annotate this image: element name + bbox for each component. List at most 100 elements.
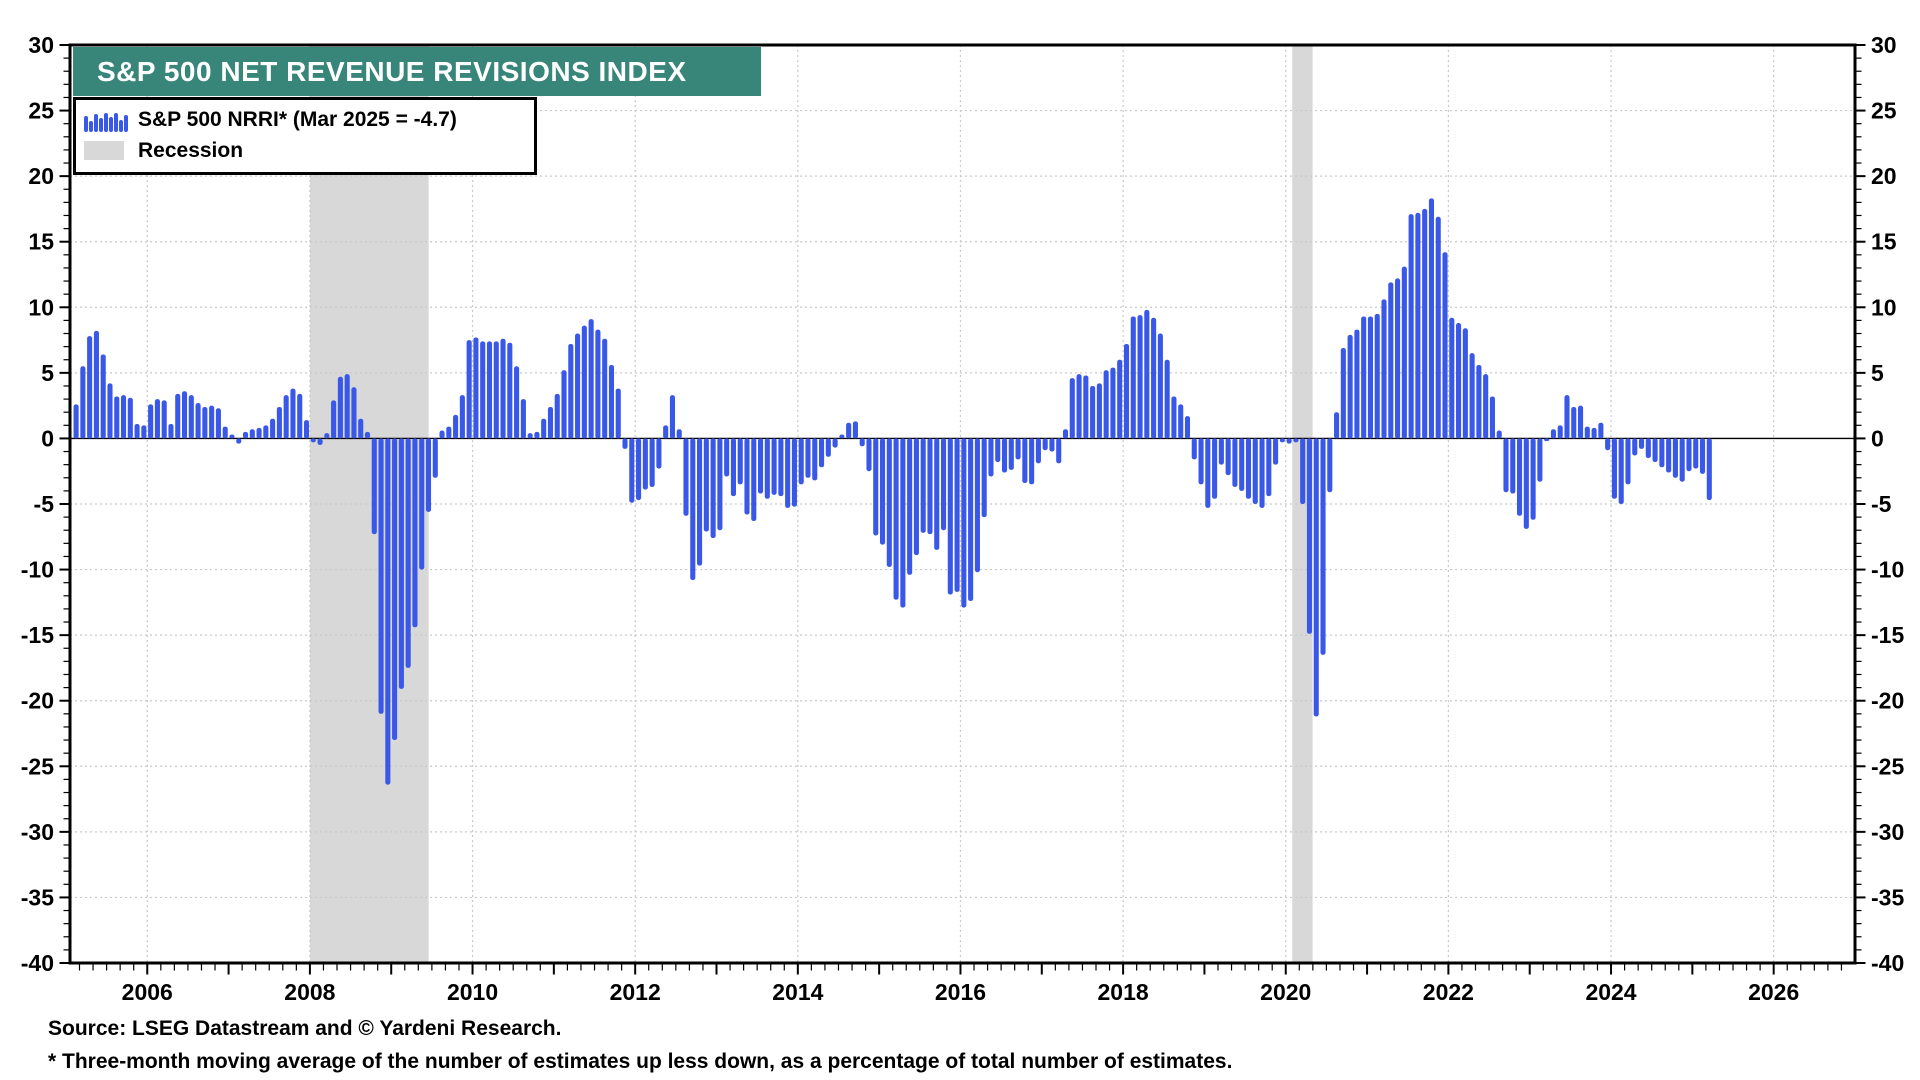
bar [114, 396, 120, 439]
source-line: Source: LSEG Datastream and © Yardeni Re… [48, 1017, 562, 1040]
bar [486, 341, 493, 439]
y-axis-label: 15 [1871, 229, 1897, 255]
bar [1083, 375, 1089, 439]
x-axis-label: 2006 [122, 979, 173, 1005]
recession-band [1292, 45, 1313, 963]
bar [581, 325, 587, 439]
bar [1313, 438, 1319, 717]
bar [324, 433, 330, 439]
bar [602, 338, 608, 439]
bar [392, 438, 398, 741]
y-axis-label: 30 [28, 32, 54, 58]
bar [1388, 282, 1394, 439]
bar [358, 418, 364, 439]
y-axis-label: -40 [21, 950, 54, 976]
y-axis-label: 0 [41, 425, 54, 451]
bar [737, 438, 743, 485]
bar [100, 354, 106, 439]
bar [1035, 438, 1041, 464]
y-axis-label: -20 [1871, 688, 1904, 714]
bar [1225, 438, 1231, 476]
bar [608, 364, 615, 439]
page-title: S&P 500 NET REVENUE REVISIONS INDEX [97, 56, 687, 87]
y-axis-label: -15 [21, 622, 54, 648]
bar [791, 438, 797, 507]
bar [1218, 438, 1224, 465]
x-axis-label: 2026 [1748, 979, 1799, 1005]
footer: Source: LSEG Datastream and © Yardeni Re… [48, 1012, 1232, 1078]
bar [432, 438, 438, 478]
bar [974, 438, 980, 573]
bar [127, 397, 133, 439]
bar [371, 438, 377, 535]
bar [907, 438, 913, 575]
bar [161, 400, 167, 439]
bar [873, 438, 879, 536]
recession-swatch-icon [84, 141, 130, 160]
bar [717, 438, 723, 531]
bar [1069, 378, 1075, 439]
bar [425, 438, 432, 512]
bar [73, 404, 79, 439]
bar [412, 438, 418, 628]
bar [1239, 438, 1245, 491]
bar [568, 344, 574, 439]
bar [595, 329, 601, 439]
bar [1517, 438, 1523, 516]
bar [575, 333, 581, 439]
bar [1483, 374, 1489, 439]
bar [1334, 412, 1340, 439]
bar [1659, 438, 1665, 468]
bar [1496, 430, 1502, 439]
bar [1652, 438, 1658, 463]
bar [1645, 438, 1651, 459]
bar [310, 438, 316, 443]
bar [303, 420, 310, 439]
bar [879, 438, 886, 545]
bar [1557, 425, 1563, 439]
bar [669, 395, 676, 439]
x-axis-label: 2014 [772, 979, 823, 1005]
bar [690, 438, 696, 581]
bar [832, 438, 838, 448]
footnote-line: * Three-month moving average of the numb… [48, 1050, 1233, 1073]
bar [1117, 359, 1123, 439]
bar [1001, 438, 1008, 473]
bar [1110, 367, 1116, 439]
bar [886, 438, 892, 567]
bar [1191, 438, 1197, 460]
bar [1489, 396, 1495, 439]
bar [1151, 317, 1157, 439]
bar [947, 438, 953, 595]
bar [1300, 438, 1306, 504]
legend-label-recession: Recession [138, 138, 244, 162]
bar [1577, 405, 1584, 439]
bar [337, 376, 343, 439]
bar [317, 438, 323, 445]
bar [1550, 429, 1556, 439]
bar [1259, 438, 1265, 508]
bar [995, 438, 1001, 463]
bar [805, 438, 811, 478]
bar [514, 366, 520, 439]
bar [1686, 438, 1692, 472]
y-axis-label: 5 [1871, 360, 1884, 386]
bar [554, 393, 560, 439]
y-axis-label: 30 [1871, 32, 1897, 58]
bar [188, 395, 194, 439]
bar [1164, 359, 1170, 439]
bar [1598, 422, 1604, 439]
bar [1212, 438, 1218, 499]
bar [439, 430, 445, 439]
bar [1679, 438, 1685, 482]
bar [263, 425, 269, 439]
bar [927, 438, 933, 535]
y-axis-label: 15 [28, 229, 54, 255]
bar [215, 408, 221, 439]
bar [1706, 438, 1712, 501]
bar [1672, 438, 1678, 478]
bar [283, 395, 289, 439]
bar [1144, 309, 1150, 439]
bar [541, 418, 547, 439]
y-axis-label: -25 [21, 753, 54, 779]
